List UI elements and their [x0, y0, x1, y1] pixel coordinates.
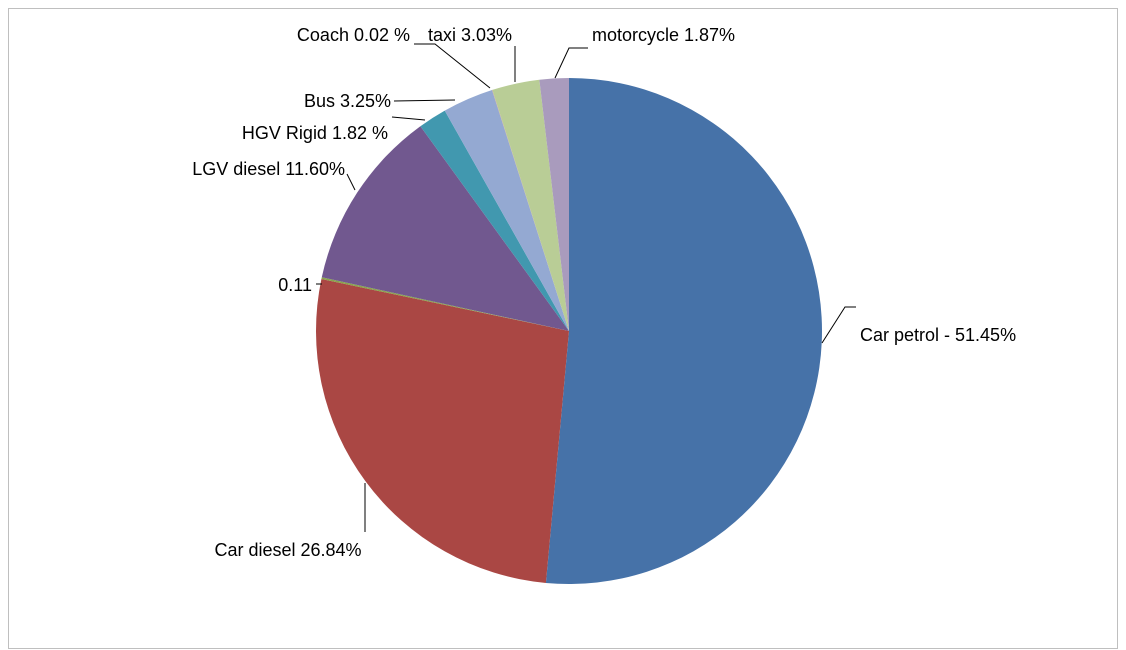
- data-label: 0.11: [278, 275, 312, 295]
- pie-slice: [545, 78, 822, 584]
- data-label: motorcycle 1.87%: [592, 25, 735, 45]
- leader-line: [554, 47, 588, 79]
- pie-slice: [321, 277, 569, 331]
- leader-line: [346, 173, 356, 191]
- data-label: Coach 0.02 %: [297, 25, 410, 45]
- pie-slice: [492, 89, 569, 331]
- pie-slice: [420, 110, 569, 332]
- leader-line: [821, 306, 856, 344]
- data-label: Car petrol - 51.45%: [860, 325, 1016, 345]
- leader-line: [393, 99, 456, 102]
- pie: [316, 78, 822, 584]
- data-label: HGV Rigid 1.82 %: [242, 123, 388, 143]
- leader-line: [391, 116, 426, 121]
- leader-line: [414, 43, 491, 89]
- data-label: Bus 3.25%: [304, 91, 391, 111]
- data-label: taxi 3.03%: [428, 25, 512, 45]
- data-label: LGV diesel 11.60%: [192, 159, 345, 179]
- pie-slice: [539, 78, 569, 331]
- labels: Car petrol - 51.45% Car diesel 26.84% 0.11…: [192, 25, 1016, 560]
- pie-slice: [316, 278, 569, 583]
- pie-slice: [444, 89, 569, 331]
- pie-slice: [492, 79, 569, 332]
- data-label: Car diesel 26.84%: [214, 540, 361, 560]
- pie-slice: [321, 126, 569, 331]
